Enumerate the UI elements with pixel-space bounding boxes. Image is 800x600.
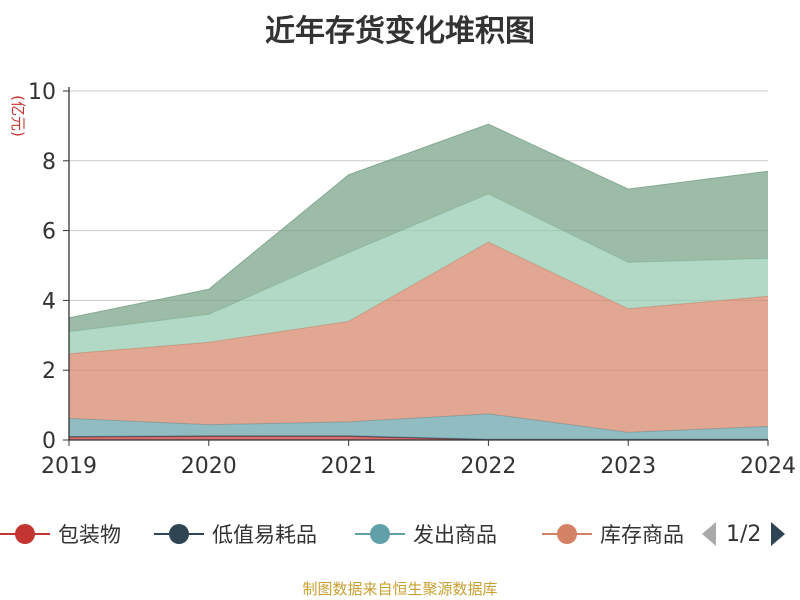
y-tick-label: 2 [42,359,56,384]
y-tick-label: 10 [28,80,56,105]
legend-marker-icon [355,524,405,544]
legend-items: 包装物 低值易耗品 发出商品 库存商品 [0,514,686,554]
legend-marker-icon [542,524,592,544]
x-tick-label: 2019 [41,454,97,479]
legend-next-page-icon[interactable] [769,521,787,547]
x-tick-label: 2021 [321,454,377,479]
legend-item[interactable]: 库存商品 [542,514,684,554]
legend-page-indicator: 1/2 [726,521,762,547]
y-axis-label: (亿元) [9,95,27,137]
x-tick-label: 2024 [740,454,796,479]
area-series-2[interactable] [69,413,768,440]
legend-item-label: 库存商品 [600,523,684,547]
legend-pager: 1/2 [700,514,787,554]
legend-item[interactable]: 包装物 [0,514,121,554]
chart-title: 近年存货变化堆积图 [265,14,535,49]
area-series-3[interactable] [69,242,768,433]
legend-item[interactable]: 发出商品 [355,514,497,554]
legend-item-label: 包装物 [58,523,121,547]
legend-marker-icon [0,524,50,544]
area-series-5[interactable] [69,124,768,332]
area-series-line-5 [68,123,769,319]
area-series-4[interactable] [69,193,768,354]
stacked-areas [68,123,769,441]
legend-item-label: 发出商品 [413,523,497,547]
legend-item-label: 低值易耗品 [212,523,317,547]
legend: 包装物 低值易耗品 发出商品 库存商品 1/2 [0,514,800,554]
legend-item[interactable]: 低值易耗品 [154,514,317,554]
y-tick-label: 8 [42,150,56,175]
legend-marker-icon [154,524,204,544]
x-tick-label: 2022 [460,454,516,479]
y-tick-label: 6 [42,220,56,245]
axes: 0 2 4 6 8 10 2019 2020 2021 2022 2023 2024 [28,80,796,479]
x-tick-label: 2023 [600,454,656,479]
source-note: 制图数据来自恒生聚源数据库 [302,580,498,598]
legend-prev-page-icon[interactable] [700,521,718,547]
x-tick-label: 2020 [181,454,237,479]
y-tick-label: 4 [42,289,56,314]
y-tick-label: 0 [42,429,56,454]
